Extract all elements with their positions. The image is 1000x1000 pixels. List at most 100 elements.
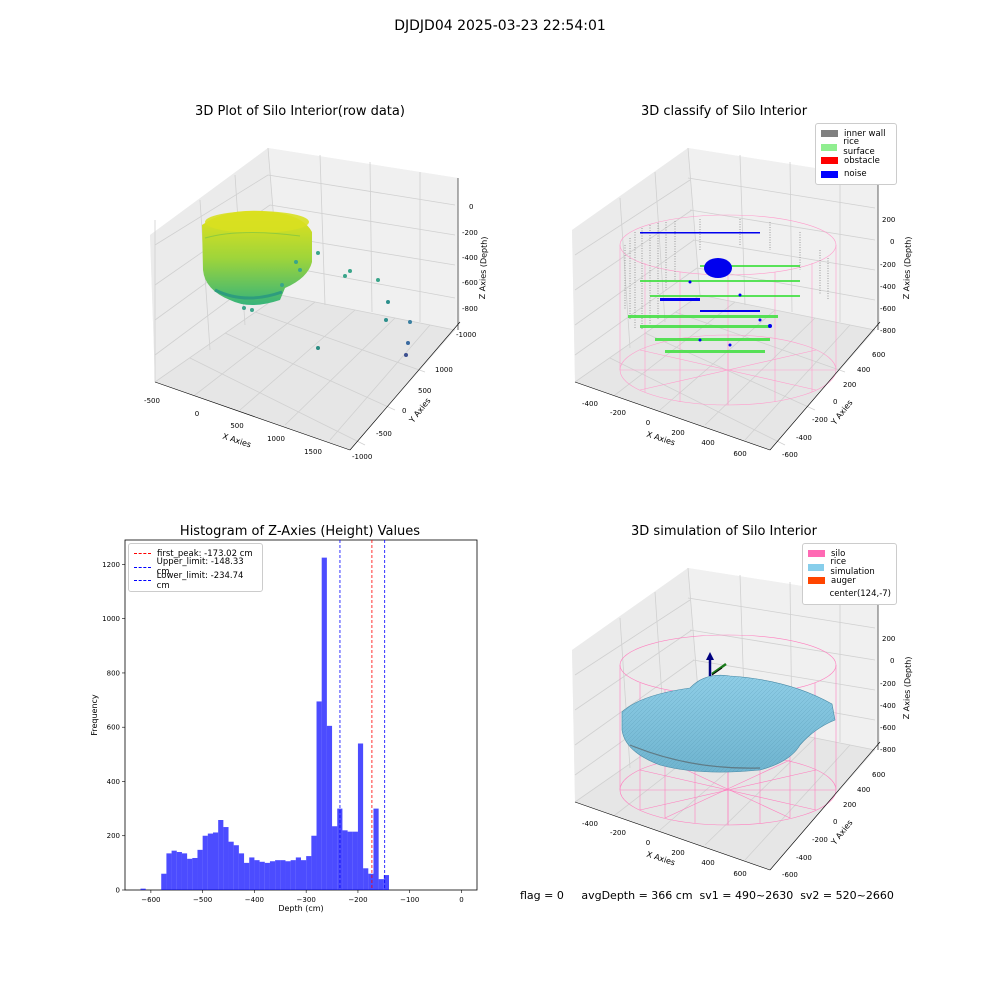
plot1-xtick: 0 bbox=[195, 410, 199, 418]
histogram-xtick-label: −600 bbox=[141, 896, 160, 904]
legend-label: inner wall bbox=[844, 128, 886, 139]
plot1-ylabel: Y Axies bbox=[407, 396, 433, 425]
plot1-xtick: -500 bbox=[144, 397, 160, 405]
histogram-bar bbox=[233, 845, 239, 890]
histogram-bar bbox=[259, 861, 265, 890]
histogram-bar bbox=[357, 743, 364, 890]
histogram-ytick-label: 0 bbox=[116, 887, 120, 895]
plot4-xtick: 0 bbox=[646, 839, 650, 847]
legend-swatch bbox=[821, 143, 838, 151]
histogram-bar bbox=[176, 852, 182, 890]
plot4-zlabel: Z Axies (Depth) bbox=[902, 656, 913, 719]
histogram-bar bbox=[244, 862, 250, 890]
histogram-bar bbox=[171, 850, 177, 890]
histogram-xtick-label: −400 bbox=[245, 896, 264, 904]
histogram-ytick-label: 200 bbox=[107, 832, 120, 840]
plot4-xtick: 200 bbox=[671, 849, 684, 857]
histogram-bar bbox=[373, 808, 379, 890]
legend-label: noise bbox=[844, 169, 867, 180]
plot4-ztick: -600 bbox=[880, 724, 896, 732]
plot4-ytick: 600 bbox=[872, 771, 885, 779]
plot4-ytick: -200 bbox=[812, 836, 828, 844]
histogram-bar bbox=[378, 879, 384, 890]
plot1-ytick: -1000 bbox=[352, 453, 372, 461]
plot2-3d-axes: -400 -200 0 200 400 600 -600 -400 -200 0… bbox=[572, 147, 913, 459]
histogram-bar bbox=[363, 868, 369, 890]
plot4-ytick: 400 bbox=[857, 786, 870, 794]
histogram-bar bbox=[332, 826, 338, 890]
histogram-bar bbox=[290, 860, 296, 890]
plot2-xtick: -400 bbox=[582, 400, 598, 408]
legend-swatch bbox=[821, 170, 838, 178]
histogram-chart: −600 −500 −400 −300 −200 −100 0 0 200 400 600 800 1… bbox=[90, 539, 478, 913]
legend-item: Lower_limit: -234.74 cm bbox=[134, 571, 257, 591]
legend-item: rice surface bbox=[821, 137, 891, 157]
plot1-ztick: 0 bbox=[469, 203, 473, 211]
plot1-ytick: -500 bbox=[376, 430, 392, 438]
histogram-bar bbox=[161, 873, 167, 890]
legend-item: rice simulation bbox=[808, 557, 891, 577]
histogram-ytick-label: 400 bbox=[107, 778, 120, 786]
plot2-ztick: -200 bbox=[880, 261, 896, 269]
legend-item: noise bbox=[821, 168, 891, 182]
legend-line bbox=[134, 553, 151, 555]
legend-swatch bbox=[821, 130, 838, 138]
plot4-ztick: -800 bbox=[880, 746, 896, 754]
legend-label: obstacle bbox=[844, 155, 880, 166]
plot1-xtick: 1500 bbox=[304, 448, 322, 456]
legend-item: auger bbox=[808, 574, 891, 588]
histogram-bar bbox=[321, 557, 327, 890]
plot4-xtick: -400 bbox=[582, 820, 598, 828]
histogram-xtick-label: −500 bbox=[193, 896, 212, 904]
histogram-bar bbox=[383, 875, 389, 890]
legend-swatch bbox=[808, 550, 825, 558]
plot2-xtick: 200 bbox=[671, 429, 684, 437]
legend-item: inner wall bbox=[821, 127, 891, 141]
histogram-bar bbox=[228, 841, 234, 890]
histogram-bar bbox=[368, 873, 374, 890]
histogram-bar bbox=[295, 857, 301, 890]
plot1-ytick: 1000 bbox=[435, 366, 453, 374]
plot1-title: 3D Plot of Silo Interior(row data) bbox=[195, 104, 405, 119]
legend-swatch bbox=[808, 563, 825, 571]
histogram-bar bbox=[197, 849, 203, 890]
histogram-bar bbox=[181, 853, 188, 890]
histogram-bar bbox=[301, 860, 307, 890]
plot2-xtick: -200 bbox=[610, 409, 626, 417]
legend-item: obstacle bbox=[821, 154, 891, 168]
plot4-xtick: -200 bbox=[610, 829, 626, 837]
histogram-plot-area bbox=[124, 539, 478, 891]
histogram-bar bbox=[192, 857, 198, 890]
legend-label: rice simulation bbox=[830, 557, 875, 578]
histogram-bar bbox=[352, 831, 358, 890]
histogram-ytick-label: 1000 bbox=[102, 615, 120, 623]
histogram-xtick-label: −100 bbox=[400, 896, 419, 904]
figure-title: DJDJD04 2025-03-23 22:54:01 bbox=[394, 18, 606, 34]
histogram-xtick-label: 0 bbox=[459, 896, 463, 904]
plot1-ztick: -600 bbox=[462, 279, 478, 287]
plot4-ytick: 200 bbox=[843, 801, 856, 809]
plot4-3d-axes: -400 -200 0 200 400 600 -600 -400 -200 0… bbox=[572, 567, 913, 879]
histogram-ytick-label: 600 bbox=[107, 724, 120, 732]
histogram-bar bbox=[316, 701, 322, 890]
plot2-legend: inner wall rice surface obstacle noise bbox=[815, 123, 897, 185]
plot2-ztick: -600 bbox=[880, 305, 896, 313]
plot2-ytick: 400 bbox=[857, 366, 870, 374]
histogram-bar bbox=[311, 835, 317, 890]
plot2-ztick: -800 bbox=[880, 327, 896, 335]
plot1-ytick: 500 bbox=[418, 387, 431, 395]
legend-item: center(124,-7) bbox=[808, 588, 891, 602]
plot1-zlabel: Z Axies (Depth) bbox=[478, 236, 489, 299]
plot4-xtick: 600 bbox=[733, 870, 746, 878]
histogram-bar bbox=[238, 853, 245, 890]
legend-label: auger bbox=[831, 575, 856, 586]
plot4-title: 3D simulation of Silo Interior bbox=[631, 524, 817, 539]
histogram-bar bbox=[326, 725, 333, 890]
histogram-bar bbox=[269, 861, 276, 890]
histogram-xtick-label: −300 bbox=[297, 896, 316, 904]
plot1-ztick: -400 bbox=[462, 254, 478, 262]
histogram-bar bbox=[140, 888, 146, 890]
histogram-bar bbox=[347, 831, 353, 890]
histogram-bar bbox=[202, 835, 208, 890]
plot2-ytick: 0 bbox=[833, 398, 837, 406]
